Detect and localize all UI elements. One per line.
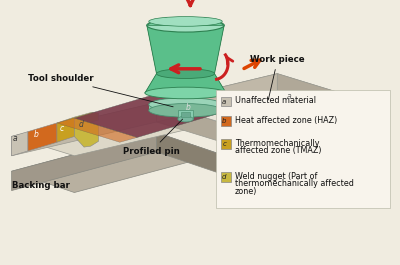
Ellipse shape: [145, 87, 226, 99]
FancyBboxPatch shape: [216, 90, 390, 208]
Polygon shape: [156, 132, 219, 173]
Text: b: b: [186, 103, 190, 112]
Ellipse shape: [156, 69, 214, 78]
Ellipse shape: [149, 17, 222, 26]
Text: b: b: [222, 118, 226, 124]
Polygon shape: [12, 132, 156, 191]
Text: Heat affected zone (HAZ): Heat affected zone (HAZ): [235, 116, 337, 125]
Text: Unaffected material: Unaffected material: [235, 96, 316, 105]
FancyBboxPatch shape: [221, 97, 231, 107]
FancyBboxPatch shape: [221, 116, 231, 126]
Text: Weld nugget (Part of: Weld nugget (Part of: [235, 171, 317, 180]
Ellipse shape: [149, 98, 222, 111]
Polygon shape: [74, 112, 98, 147]
Text: thermomechanically affected: thermomechanically affected: [235, 179, 354, 188]
FancyBboxPatch shape: [221, 172, 231, 182]
FancyBboxPatch shape: [221, 139, 231, 149]
Polygon shape: [277, 74, 340, 112]
Text: Profiled pin: Profiled pin: [123, 119, 182, 156]
Polygon shape: [57, 118, 137, 142]
Text: a: a: [12, 134, 17, 143]
Polygon shape: [57, 117, 74, 142]
Polygon shape: [156, 103, 219, 141]
Polygon shape: [12, 132, 219, 192]
Text: zone): zone): [235, 187, 257, 196]
Polygon shape: [12, 132, 28, 156]
Text: Work piece: Work piece: [250, 55, 305, 100]
Polygon shape: [145, 25, 226, 93]
Text: d: d: [78, 120, 83, 129]
Text: c: c: [222, 141, 226, 147]
Polygon shape: [212, 25, 226, 93]
Polygon shape: [147, 17, 224, 25]
Polygon shape: [74, 94, 219, 138]
Polygon shape: [178, 110, 193, 119]
Text: d: d: [222, 174, 226, 180]
Polygon shape: [12, 103, 156, 156]
Text: a: a: [287, 92, 292, 101]
Text: b: b: [34, 130, 39, 139]
Ellipse shape: [149, 104, 222, 117]
Text: Tool shoulder: Tool shoulder: [28, 74, 173, 107]
Ellipse shape: [178, 116, 193, 122]
Polygon shape: [145, 25, 158, 93]
Ellipse shape: [147, 19, 224, 32]
Text: Backing bar: Backing bar: [12, 181, 70, 190]
Polygon shape: [28, 123, 57, 151]
Text: c: c: [60, 124, 64, 133]
Polygon shape: [149, 105, 222, 110]
Text: Thermomechanically: Thermomechanically: [235, 139, 319, 148]
Polygon shape: [181, 112, 190, 117]
Polygon shape: [156, 74, 340, 122]
Polygon shape: [12, 103, 219, 156]
Text: affected zone (TMAZ): affected zone (TMAZ): [235, 147, 321, 156]
Text: a: a: [222, 99, 226, 105]
Polygon shape: [156, 74, 277, 122]
